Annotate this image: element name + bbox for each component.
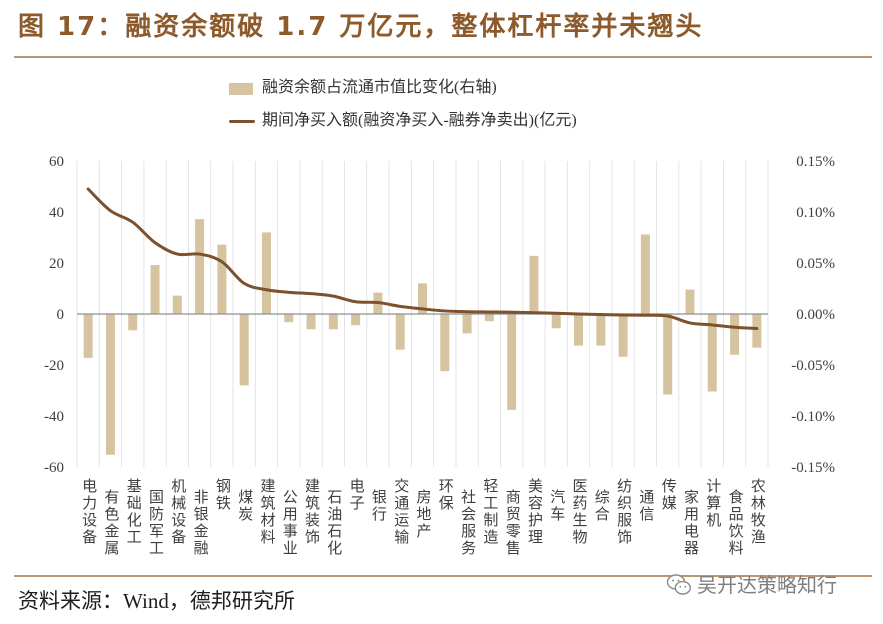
ratio-bar-13 — [351, 314, 361, 326]
x-category-label: 公用事业 — [280, 489, 297, 557]
y-left-tick-label: 40 — [49, 205, 64, 221]
x-category-label: 轻工制造 — [481, 478, 498, 546]
ratio-bar-17 — [440, 314, 450, 372]
y-right-tick-label: 0.15% — [796, 154, 835, 170]
ratio-bar-27 — [663, 314, 673, 395]
legend-swatch-bar — [229, 83, 253, 95]
x-category-label: 传媒 — [659, 478, 676, 512]
x-category-label: 环保 — [436, 478, 453, 512]
y-left-tick-label: -40 — [44, 409, 64, 425]
ratio-bar-20 — [507, 314, 517, 410]
x-category-label: 基础化工 — [124, 478, 141, 546]
ratio-bar-1 — [83, 314, 93, 358]
x-category-label: 计算机 — [704, 478, 721, 529]
source-note: 资料来源：Wind，德邦研究所 — [18, 589, 295, 613]
x-category-label: 石油石化 — [325, 489, 342, 557]
ratio-bar-24 — [596, 314, 606, 346]
ratio-bar-5 — [172, 295, 182, 314]
legend-swatch-line — [229, 120, 255, 123]
y-left-tick-label: 20 — [49, 256, 64, 272]
y-right-tick-label: 0.00% — [796, 307, 835, 323]
x-category-label: 纺织服饰 — [615, 478, 632, 546]
legend-label-line: 期间净买入额(融资净买入-融券净卖出)(亿元) — [262, 112, 577, 129]
x-category-label: 美容护理 — [526, 478, 542, 546]
ratio-bar-10 — [284, 314, 294, 323]
ratio-bar-2 — [105, 314, 115, 455]
x-category-label: 国防军工 — [147, 489, 163, 557]
ratio-bar-19 — [484, 314, 494, 322]
ratio-bar-21 — [529, 255, 539, 314]
ratio-bar-7 — [217, 244, 227, 314]
x-category-label: 商贸零售 — [503, 489, 520, 557]
y-left-tick-label: 0 — [57, 307, 65, 323]
x-category-label: 通信 — [637, 489, 654, 523]
watermark: 吴开达策略知行 — [666, 571, 837, 599]
y-right-tick-label: -0.10% — [791, 409, 835, 425]
ratio-bar-8 — [239, 314, 249, 386]
x-category-label: 社会服务 — [459, 489, 476, 557]
ratio-bar-31 — [752, 314, 762, 348]
x-category-label: 电力设备 — [80, 478, 97, 546]
ratio-bar-28 — [685, 289, 695, 314]
ratio-bar-6 — [195, 219, 205, 314]
x-category-label: 钢铁 — [213, 478, 230, 512]
x-category-label: 建筑装饰 — [303, 478, 319, 546]
y-right-tick-label: -0.05% — [791, 358, 835, 374]
ratio-bar-9 — [261, 232, 271, 314]
ratio-bar-11 — [306, 314, 316, 330]
x-category-label: 综合 — [592, 489, 609, 523]
ratio-bar-29 — [707, 314, 717, 392]
x-category-label: 交通运输 — [392, 478, 409, 546]
y-left-tick-label: -60 — [44, 460, 64, 476]
ratio-bar-25 — [618, 314, 628, 357]
x-category-label: 汽车 — [548, 489, 565, 523]
x-category-label: 电子 — [347, 478, 364, 512]
x-category-label: 农林牧渔 — [748, 478, 765, 546]
chart-title: 图 17：融资余额破 1.7 万亿元，整体杠杆率并未翘头 — [18, 12, 704, 42]
x-category-label: 有色金属 — [102, 489, 119, 557]
ratio-bar-22 — [551, 314, 561, 329]
x-category-label: 非银金融 — [191, 489, 208, 557]
y-right-tick-label: 0.10% — [796, 205, 835, 221]
x-category-label: 银行 — [369, 489, 386, 523]
net-buy-line — [86, 187, 759, 331]
y-right-tick-label: -0.15% — [791, 460, 835, 476]
x-category-label: 食品饮料 — [726, 489, 743, 557]
ratio-bar-26 — [640, 234, 650, 314]
y-right-tick-label: 0.05% — [796, 256, 835, 272]
ratio-bar-18 — [462, 314, 472, 334]
x-category-label: 医药生物 — [570, 478, 587, 546]
ratio-bar-16 — [418, 283, 427, 314]
x-category-label: 煤炭 — [236, 489, 253, 523]
ratio-bar-4 — [150, 265, 160, 314]
x-category-label: 建筑材料 — [258, 478, 275, 546]
footer-rule — [14, 575, 872, 577]
x-category-label: 机械设备 — [169, 478, 186, 546]
legend-label-bar: 融资余额占流通市值比变化(右轴) — [262, 79, 497, 96]
ratio-bar-30 — [730, 314, 740, 355]
ratio-bar-23 — [574, 314, 584, 346]
x-category-label: 家用电器 — [682, 489, 698, 557]
watermark-text: 吴开达策略知行 — [697, 573, 837, 597]
y-left-tick-label: -20 — [44, 358, 64, 374]
title-rule — [14, 56, 872, 58]
wechat-icon — [666, 574, 691, 595]
ratio-bar-15 — [395, 314, 405, 350]
ratio-bar-3 — [128, 314, 138, 331]
ratio-bar-12 — [328, 314, 338, 330]
x-category-label: 房地产 — [414, 489, 431, 540]
y-left-tick-label: 60 — [49, 154, 64, 170]
